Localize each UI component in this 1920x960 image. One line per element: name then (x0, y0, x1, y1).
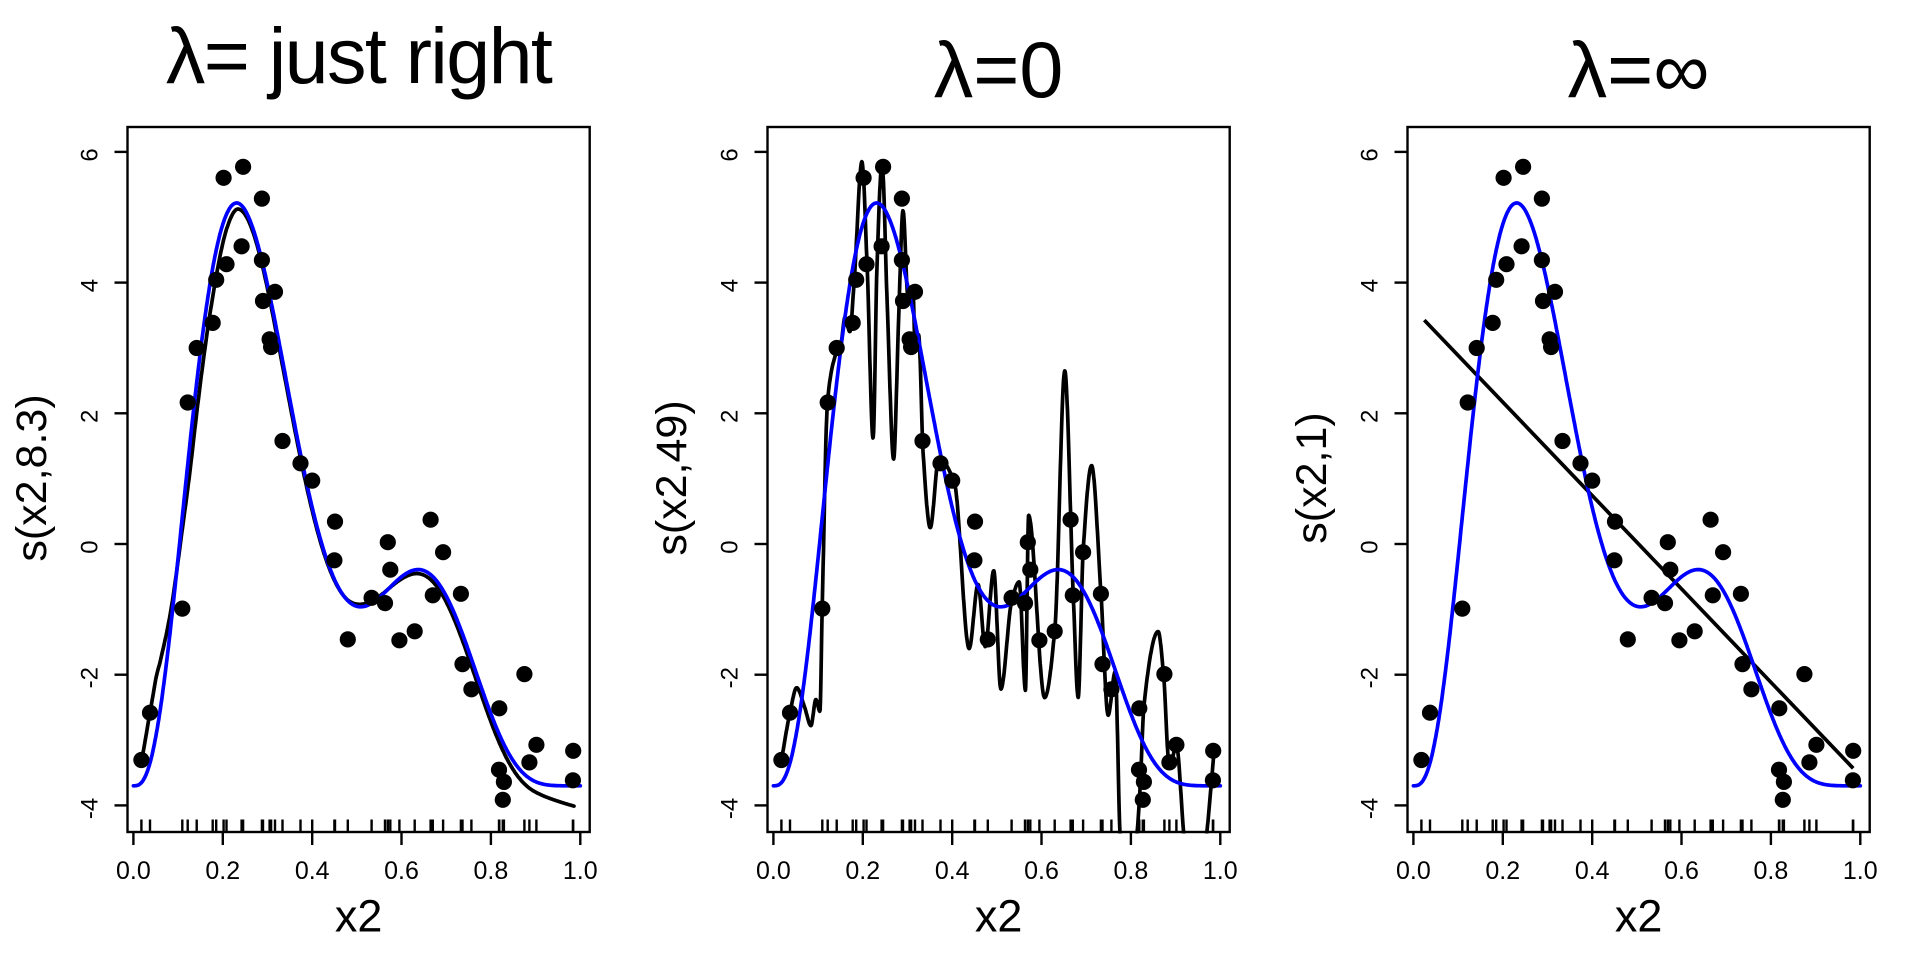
svg-text:6: 6 (717, 148, 744, 161)
svg-text:0.4: 0.4 (1575, 857, 1610, 885)
svg-text:λ=∞: λ=∞ (1568, 25, 1710, 114)
svg-text:0.2: 0.2 (205, 857, 240, 885)
svg-text:-2: -2 (77, 667, 104, 688)
svg-text:-4: -4 (717, 798, 744, 819)
svg-text:x2: x2 (335, 891, 383, 942)
svg-text:6: 6 (1357, 148, 1384, 161)
svg-text:0.8: 0.8 (474, 857, 509, 885)
svg-text:0.6: 0.6 (384, 857, 419, 885)
svg-text:s(x2,49): s(x2,49) (648, 400, 696, 555)
svg-text:2: 2 (77, 410, 104, 423)
svg-text:1.0: 1.0 (563, 857, 598, 885)
svg-text:4: 4 (717, 279, 744, 292)
svg-text:6: 6 (77, 148, 104, 161)
svg-text:0: 0 (717, 540, 744, 553)
svg-text:x2: x2 (975, 891, 1023, 942)
svg-text:0.8: 0.8 (1754, 857, 1789, 885)
svg-text:2: 2 (717, 410, 744, 423)
svg-text:2: 2 (1357, 410, 1384, 423)
svg-text:0.6: 0.6 (1664, 857, 1699, 885)
svg-text:0.0: 0.0 (116, 857, 151, 885)
svg-text:0.0: 0.0 (1396, 857, 1431, 885)
svg-text:0.4: 0.4 (935, 857, 970, 885)
svg-text:λ= just right: λ= just right (166, 11, 553, 100)
svg-text:0.4: 0.4 (295, 857, 330, 885)
svg-text:x2: x2 (1615, 891, 1663, 942)
svg-text:0: 0 (77, 540, 104, 553)
svg-text:4: 4 (77, 279, 104, 292)
svg-text:-2: -2 (717, 667, 744, 688)
svg-text:-4: -4 (1357, 798, 1384, 819)
svg-text:4: 4 (1357, 279, 1384, 292)
svg-text:0.0: 0.0 (756, 857, 791, 885)
svg-text:-2: -2 (1357, 667, 1384, 688)
svg-text:-4: -4 (77, 798, 104, 819)
svg-text:0.2: 0.2 (845, 857, 880, 885)
svg-text:λ=0: λ=0 (934, 25, 1064, 114)
svg-text:0: 0 (1357, 540, 1384, 553)
svg-text:0.8: 0.8 (1114, 857, 1149, 885)
svg-text:1.0: 1.0 (1203, 857, 1238, 885)
svg-text:0.2: 0.2 (1485, 857, 1520, 885)
svg-text:1.0: 1.0 (1843, 857, 1878, 885)
svg-text:s(x2,8.3): s(x2,8.3) (8, 394, 56, 561)
svg-text:s(x2,1): s(x2,1) (1288, 412, 1336, 543)
svg-text:0.6: 0.6 (1024, 857, 1059, 885)
